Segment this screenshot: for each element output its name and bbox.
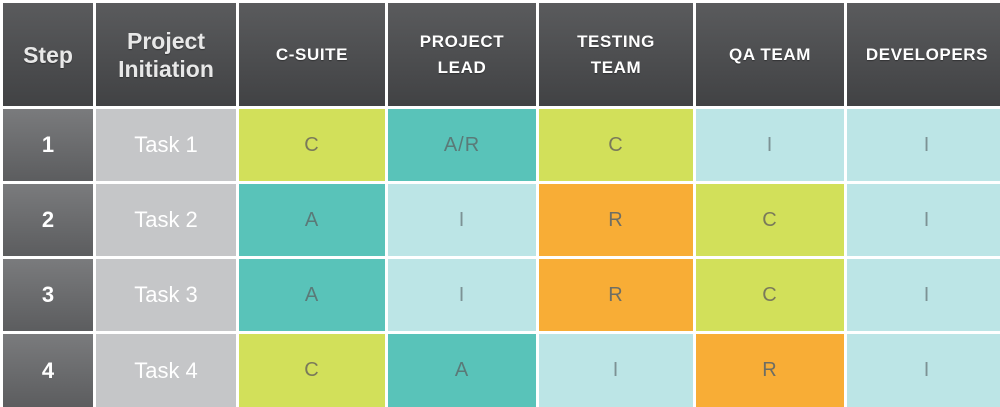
raci-cell-testing-team: C [539, 109, 693, 181]
header-step: Step [3, 3, 93, 106]
raci-cell-developers: I [847, 334, 1000, 407]
task-name: Task 1 [96, 109, 236, 181]
raci-cell-project-lead: A [388, 334, 536, 407]
step-number: 1 [3, 109, 93, 181]
raci-cell-qa-team: R [696, 334, 844, 407]
raci-cell-c-suite: C [239, 109, 385, 181]
raci-cell-testing-team: R [539, 184, 693, 256]
raci-cell-c-suite: C [239, 334, 385, 407]
step-number: 4 [3, 334, 93, 407]
header-project-initiation: Project Initiation [96, 3, 236, 106]
task-name: Task 3 [96, 259, 236, 331]
header-project-lead: PROJECT LEAD [388, 3, 536, 106]
raci-cell-c-suite: A [239, 259, 385, 331]
raci-cell-developers: I [847, 184, 1000, 256]
header-qa-team: QA TEAM [696, 3, 844, 106]
header-developers: DEVELOPERS [847, 3, 1000, 106]
step-number: 2 [3, 184, 93, 256]
raci-cell-testing-team: R [539, 259, 693, 331]
raci-cell-project-lead: I [388, 259, 536, 331]
step-number: 3 [3, 259, 93, 331]
header-testing-team: TESTING TEAM [539, 3, 693, 106]
task-name: Task 2 [96, 184, 236, 256]
raci-cell-project-lead: A/R [388, 109, 536, 181]
raci-cell-qa-team: I [696, 109, 844, 181]
raci-cell-project-lead: I [388, 184, 536, 256]
header-c-suite: C-SUITE [239, 3, 385, 106]
task-name: Task 4 [96, 334, 236, 407]
raci-cell-qa-team: C [696, 184, 844, 256]
raci-cell-developers: I [847, 109, 1000, 181]
raci-cell-qa-team: C [696, 259, 844, 331]
raci-cell-c-suite: A [239, 184, 385, 256]
raci-cell-testing-team: I [539, 334, 693, 407]
raci-cell-developers: I [847, 259, 1000, 331]
